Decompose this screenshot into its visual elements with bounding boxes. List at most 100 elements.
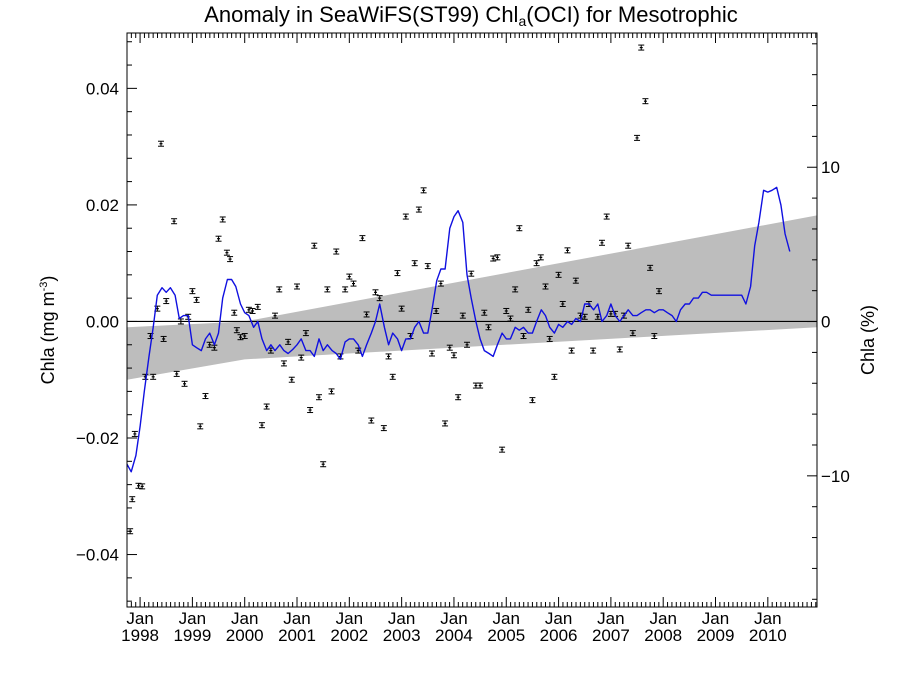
- data-point: [294, 283, 301, 290]
- axes-layer: [126, 32, 818, 608]
- data-point: [368, 417, 375, 424]
- data-point: [459, 312, 466, 319]
- data-point: [564, 247, 571, 254]
- data-point: [328, 388, 335, 395]
- data-point: [481, 309, 488, 316]
- data-point: [490, 255, 497, 262]
- data-point: [263, 403, 270, 410]
- data-point: [503, 307, 510, 314]
- x-tick-month: Jan: [283, 609, 310, 628]
- chart-title-prefix: Anomaly in SeaWiFS(ST99) Chl: [204, 2, 519, 27]
- data-point: [559, 300, 566, 307]
- y-tick-label: 0.02: [86, 196, 119, 215]
- chart-title-suffix: (OCI) for Mesotrophic: [526, 2, 738, 27]
- y-tick-label: −0.02: [76, 429, 119, 448]
- data-point: [206, 341, 213, 348]
- x-tick-month: Jan: [336, 609, 363, 628]
- x-tick-month: Jan: [754, 609, 781, 628]
- data-point: [603, 213, 610, 220]
- data-point: [363, 311, 370, 318]
- x-tick-year: 2001: [278, 626, 316, 645]
- data-point: [131, 430, 138, 437]
- data-point: [150, 373, 157, 380]
- data-point: [342, 286, 349, 293]
- data-point: [219, 216, 226, 223]
- data-point: [450, 352, 457, 359]
- data-point: [288, 376, 295, 383]
- data-point: [394, 270, 401, 277]
- data-point: [189, 288, 196, 295]
- data-point: [507, 315, 514, 322]
- y-axis-title: Chla (mg m-3): [38, 276, 58, 385]
- data-point: [629, 330, 636, 337]
- x-tick-year: 2004: [435, 626, 473, 645]
- data-point: [634, 134, 641, 141]
- data-point: [442, 420, 449, 427]
- data-point: [197, 423, 204, 430]
- data-point: [202, 393, 209, 400]
- data-point: [551, 373, 558, 380]
- data-point: [590, 347, 597, 354]
- x-tick-month: Jan: [597, 609, 624, 628]
- data-point: [385, 353, 392, 360]
- data-point: [499, 446, 506, 453]
- data-point: [415, 206, 422, 213]
- data-point: [651, 333, 658, 340]
- data-point: [135, 482, 142, 489]
- x-tick-year: 2008: [644, 626, 682, 645]
- x-tick-year: 1999: [173, 626, 211, 645]
- data-point: [380, 425, 387, 432]
- data-point: [158, 140, 165, 147]
- x-tick-year: 2006: [540, 626, 578, 645]
- data-point: [142, 373, 149, 380]
- data-point: [402, 213, 409, 220]
- data-point: [285, 338, 292, 345]
- data-point: [533, 260, 540, 267]
- chart-title-subscript: a: [518, 13, 527, 29]
- data-point: [656, 288, 663, 295]
- x-tick-year: 2002: [330, 626, 368, 645]
- data-point: [494, 254, 501, 261]
- data-point: [324, 286, 331, 293]
- data-point: [163, 298, 170, 305]
- data-point: [642, 98, 649, 105]
- y-tick-label: 0.00: [86, 312, 119, 331]
- y2-tick-label: 0: [821, 313, 830, 332]
- data-point: [525, 306, 532, 313]
- x-tick-year: 1998: [121, 626, 159, 645]
- data-point: [241, 333, 248, 340]
- data-point: [276, 286, 283, 293]
- data-point: [215, 235, 222, 242]
- data-point: [568, 347, 575, 354]
- data-point: [139, 483, 146, 490]
- data-point: [302, 330, 309, 337]
- data-point: [254, 303, 261, 310]
- data-point: [437, 280, 444, 287]
- data-point: [638, 44, 645, 51]
- data-point: [307, 407, 314, 414]
- data-point: [223, 249, 230, 256]
- data-point: [512, 286, 519, 293]
- data-point: [350, 280, 357, 287]
- data-point: [171, 218, 178, 225]
- data-point: [546, 335, 553, 342]
- data-point: [572, 277, 579, 284]
- y2-tick-label: −10: [821, 467, 850, 486]
- x-tick-month: Jan: [649, 609, 676, 628]
- data-point: [311, 242, 318, 249]
- y-axis-title-main: Chla (mg m: [38, 291, 58, 384]
- uncertainty-band-layer: [127, 215, 817, 380]
- data-point: [625, 242, 632, 249]
- data-point: [428, 350, 435, 357]
- x-tick-month: Jan: [179, 609, 206, 628]
- data-point: [372, 289, 379, 296]
- chart-title: Anomaly in SeaWiFS(ST99) Chla(OCI) for M…: [0, 2, 900, 29]
- data-point: [647, 264, 654, 271]
- x-tick-year: 2007: [592, 626, 630, 645]
- data-point: [411, 260, 418, 267]
- data-point: [227, 256, 234, 263]
- data-point: [160, 335, 167, 342]
- data-point: [333, 248, 340, 255]
- x-tick-year: 2009: [697, 626, 735, 645]
